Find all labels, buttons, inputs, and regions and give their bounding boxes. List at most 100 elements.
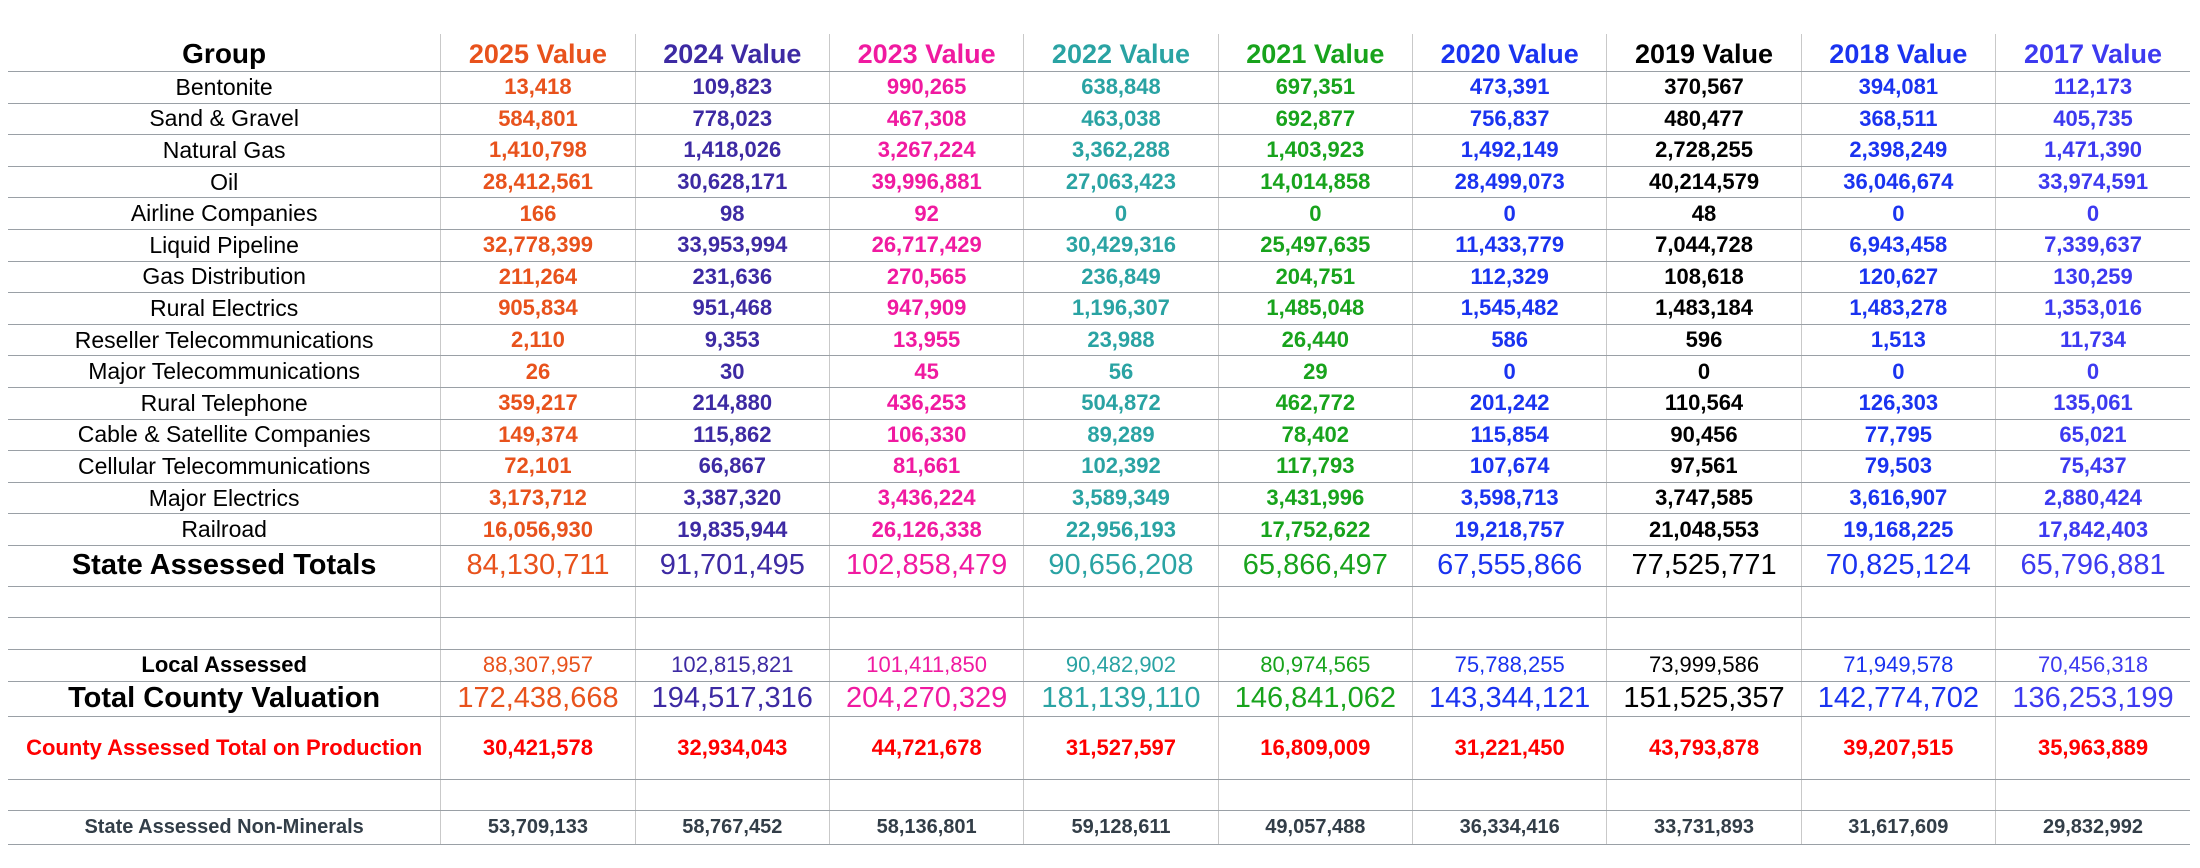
value-cell: 1,418,026 — [635, 134, 830, 167]
value-cell: 697,351 — [1218, 71, 1414, 104]
value-cell: 31,527,597 — [1023, 716, 1219, 780]
value-cell: 108,618 — [1606, 261, 1802, 294]
value-cell: 65,021 — [1995, 419, 2190, 452]
empty-cell — [8, 617, 442, 650]
value-cell: 135,061 — [1995, 387, 2190, 420]
value-cell: 504,872 — [1023, 387, 1219, 420]
value-cell: 172,438,668 — [440, 681, 636, 717]
value-cell: 106,330 — [829, 419, 1025, 452]
value-cell: 142,774,702 — [1801, 681, 1997, 717]
value-cell: 19,168,225 — [1801, 513, 1997, 546]
year-column-header: 2018 Value — [1801, 34, 1997, 72]
empty-cell — [1801, 617, 1997, 650]
value-cell: 39,207,515 — [1801, 716, 1997, 780]
value-cell: 394,081 — [1801, 71, 1997, 104]
local-assessed-row: Local Assessed 88,307,957 102,815,821 101,4… — [8, 649, 2190, 682]
value-cell: 75,788,255 — [1412, 649, 1608, 682]
value-cell: 17,842,403 — [1995, 513, 2190, 546]
table-row: Sand & Gravel 584,801 778,023 467,308 463,03… — [8, 103, 2190, 136]
empty-cell — [1995, 586, 2190, 619]
group-label: Reseller Telecommunications — [8, 324, 442, 357]
year-column-header: 2025 Value — [440, 34, 636, 72]
state-assessed-non-minerals-row: State Assessed Non-Minerals 53,709,133 58,… — [8, 810, 2190, 846]
value-cell: 16,809,009 — [1218, 716, 1414, 780]
blank-row — [8, 779, 2190, 812]
value-cell: 211,264 — [440, 261, 636, 294]
value-cell: 35,963,889 — [1995, 716, 2190, 780]
value-cell: 359,217 — [440, 387, 636, 420]
value-cell: 28,412,561 — [440, 166, 636, 199]
table-row: Reseller Telecommunications 2,110 9,353 13,… — [8, 324, 2190, 357]
value-cell: 72,101 — [440, 450, 636, 483]
group-label: Natural Gas — [8, 134, 442, 167]
table-row: Bentonite 13,418 109,823 990,265 638,848 697,… — [8, 71, 2190, 104]
table-row: Major Telecommunications 26 30 45 56 29 0 0 0 0 — [8, 355, 2190, 388]
value-cell: 947,909 — [829, 292, 1025, 325]
year-column-header: 2022 Value — [1023, 34, 1219, 72]
value-cell: 463,038 — [1023, 103, 1219, 136]
group-label: Rural Telephone — [8, 387, 442, 420]
value-cell: 126,303 — [1801, 387, 1997, 420]
value-cell: 102,815,821 — [635, 649, 830, 682]
group-label: Airline Companies — [8, 197, 442, 230]
value-cell: 236,849 — [1023, 261, 1219, 294]
table-row: Rural Telephone 359,217 214,880 436,253 504,… — [8, 387, 2190, 420]
empty-cell — [1606, 779, 1802, 812]
value-cell: 115,862 — [635, 419, 830, 452]
value-cell: 584,801 — [440, 103, 636, 136]
value-cell: 92 — [829, 197, 1025, 230]
value-cell: 13,955 — [829, 324, 1025, 357]
value-cell: 405,735 — [1995, 103, 2190, 136]
value-cell: 33,974,591 — [1995, 166, 2190, 199]
group-label: Liquid Pipeline — [8, 229, 442, 262]
group-label: Oil — [8, 166, 442, 199]
table-row: Gas Distribution 211,264 231,636 270,565 236… — [8, 261, 2190, 294]
value-cell: 3,173,712 — [440, 482, 636, 515]
empty-cell — [1995, 617, 2190, 650]
value-cell: 77,525,771 — [1606, 545, 1802, 587]
group-label: Total County Valuation — [8, 681, 442, 717]
value-cell: 56 — [1023, 355, 1219, 388]
value-cell: 19,218,757 — [1412, 513, 1608, 546]
value-cell: 231,636 — [635, 261, 830, 294]
value-cell: 1,353,016 — [1995, 292, 2190, 325]
value-cell: 3,436,224 — [829, 482, 1025, 515]
value-cell: 90,456 — [1606, 419, 1802, 452]
value-cell: 368,511 — [1801, 103, 1997, 136]
group-label: Sand & Gravel — [8, 103, 442, 136]
value-cell: 65,796,881 — [1995, 545, 2190, 587]
empty-cell — [1801, 779, 1997, 812]
value-cell: 88,307,957 — [440, 649, 636, 682]
value-cell: 181,139,110 — [1023, 681, 1219, 717]
value-cell: 77,795 — [1801, 419, 1997, 452]
value-cell: 1,403,923 — [1218, 134, 1414, 167]
value-cell: 3,598,713 — [1412, 482, 1608, 515]
value-cell: 14,014,858 — [1218, 166, 1414, 199]
value-cell: 30,628,171 — [635, 166, 830, 199]
value-cell: 31,221,450 — [1412, 716, 1608, 780]
empty-cell — [440, 586, 636, 619]
empty-cell — [1606, 617, 1802, 650]
empty-cell — [440, 617, 636, 650]
value-cell: 43,793,878 — [1606, 716, 1802, 780]
empty-cell — [1412, 779, 1608, 812]
value-cell: 26,440 — [1218, 324, 1414, 357]
value-cell: 107,674 — [1412, 450, 1608, 483]
value-cell: 194,517,316 — [635, 681, 830, 717]
group-label: Local Assessed — [8, 649, 442, 682]
value-cell: 90,482,902 — [1023, 649, 1219, 682]
value-cell: 951,468 — [635, 292, 830, 325]
county-assessed-production-row: County Assessed Total on Production 30,42… — [8, 716, 2190, 780]
empty-cell — [1023, 617, 1219, 650]
value-cell: 692,877 — [1218, 103, 1414, 136]
value-cell: 44,721,678 — [829, 716, 1025, 780]
value-cell: 17,752,622 — [1218, 513, 1414, 546]
value-cell: 36,334,416 — [1412, 810, 1608, 846]
year-column-header: 2021 Value — [1218, 34, 1414, 72]
empty-cell — [8, 779, 442, 812]
group-label: Bentonite — [8, 71, 442, 104]
value-cell: 59,128,611 — [1023, 810, 1219, 846]
value-cell: 166 — [440, 197, 636, 230]
value-cell: 27,063,423 — [1023, 166, 1219, 199]
group-label: State Assessed Non-Minerals — [8, 810, 442, 846]
